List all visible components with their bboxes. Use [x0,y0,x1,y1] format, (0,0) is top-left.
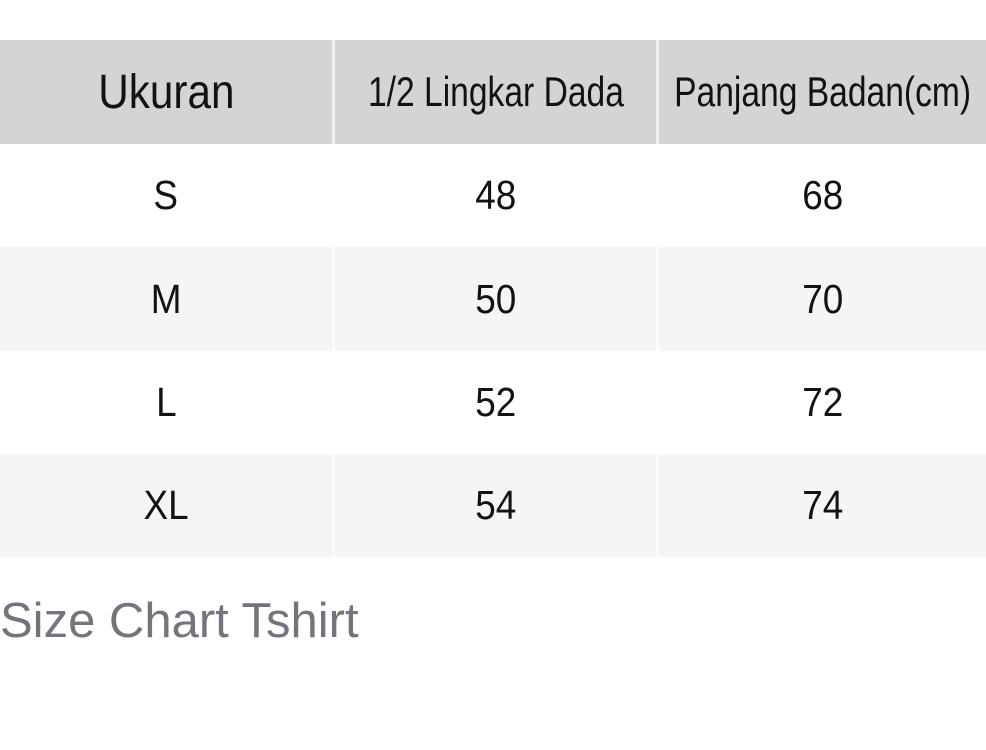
chest-value: 50 [474,275,517,322]
table-row-xl: XL 54 74 [0,454,986,557]
size-cell: S [0,144,332,247]
chest-cell: 48 [332,144,656,247]
size-cell: M [0,247,332,351]
table-row-m: M 50 70 [0,247,986,351]
size-table: Ukuran 1/2 Lingkar Dada Panjang Badan(cm… [0,40,986,557]
length-cell: 72 [656,351,986,454]
column-header-ukuran: Ukuran [0,40,332,144]
size-chart-caption: Size Chart Tshirt [0,594,359,648]
length-value: 68 [801,172,844,218]
size-value: XL [143,482,189,528]
size-cell: L [0,351,332,454]
size-value: M [150,275,182,322]
length-cell: 68 [656,144,986,247]
chest-cell: 52 [332,351,656,454]
size-cell: XL [0,454,332,557]
chest-cell: 54 [332,454,656,557]
length-value: 72 [801,379,844,425]
column-header-panjang-badan: Panjang Badan(cm) [656,40,986,144]
column-header-panjang-badan-label: Panjang Badan(cm) [674,68,971,115]
length-cell: 70 [656,247,986,351]
size-value: L [155,379,177,425]
column-header-lingkar-dada-label: 1/2 Lingkar Dada [367,68,624,115]
table-row-l: L 52 72 [0,351,986,454]
length-value: 74 [801,482,844,528]
chest-value: 54 [474,482,517,528]
table-header-row: Ukuran 1/2 Lingkar Dada Panjang Badan(cm… [0,40,986,144]
chest-value: 48 [474,172,517,218]
column-header-ukuran-label: Ukuran [97,65,235,119]
table-row-s: S 48 68 [0,144,986,247]
length-cell: 74 [656,454,986,557]
length-value: 70 [801,275,844,322]
size-value: S [153,172,179,218]
column-header-lingkar-dada: 1/2 Lingkar Dada [332,40,656,144]
chest-value: 52 [474,379,517,425]
chest-cell: 50 [332,247,656,351]
